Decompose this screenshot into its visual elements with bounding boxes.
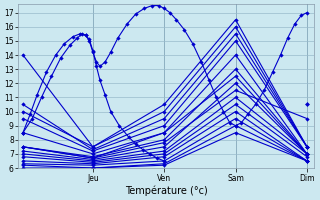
X-axis label: Température (°c): Température (°c) xyxy=(124,185,207,196)
